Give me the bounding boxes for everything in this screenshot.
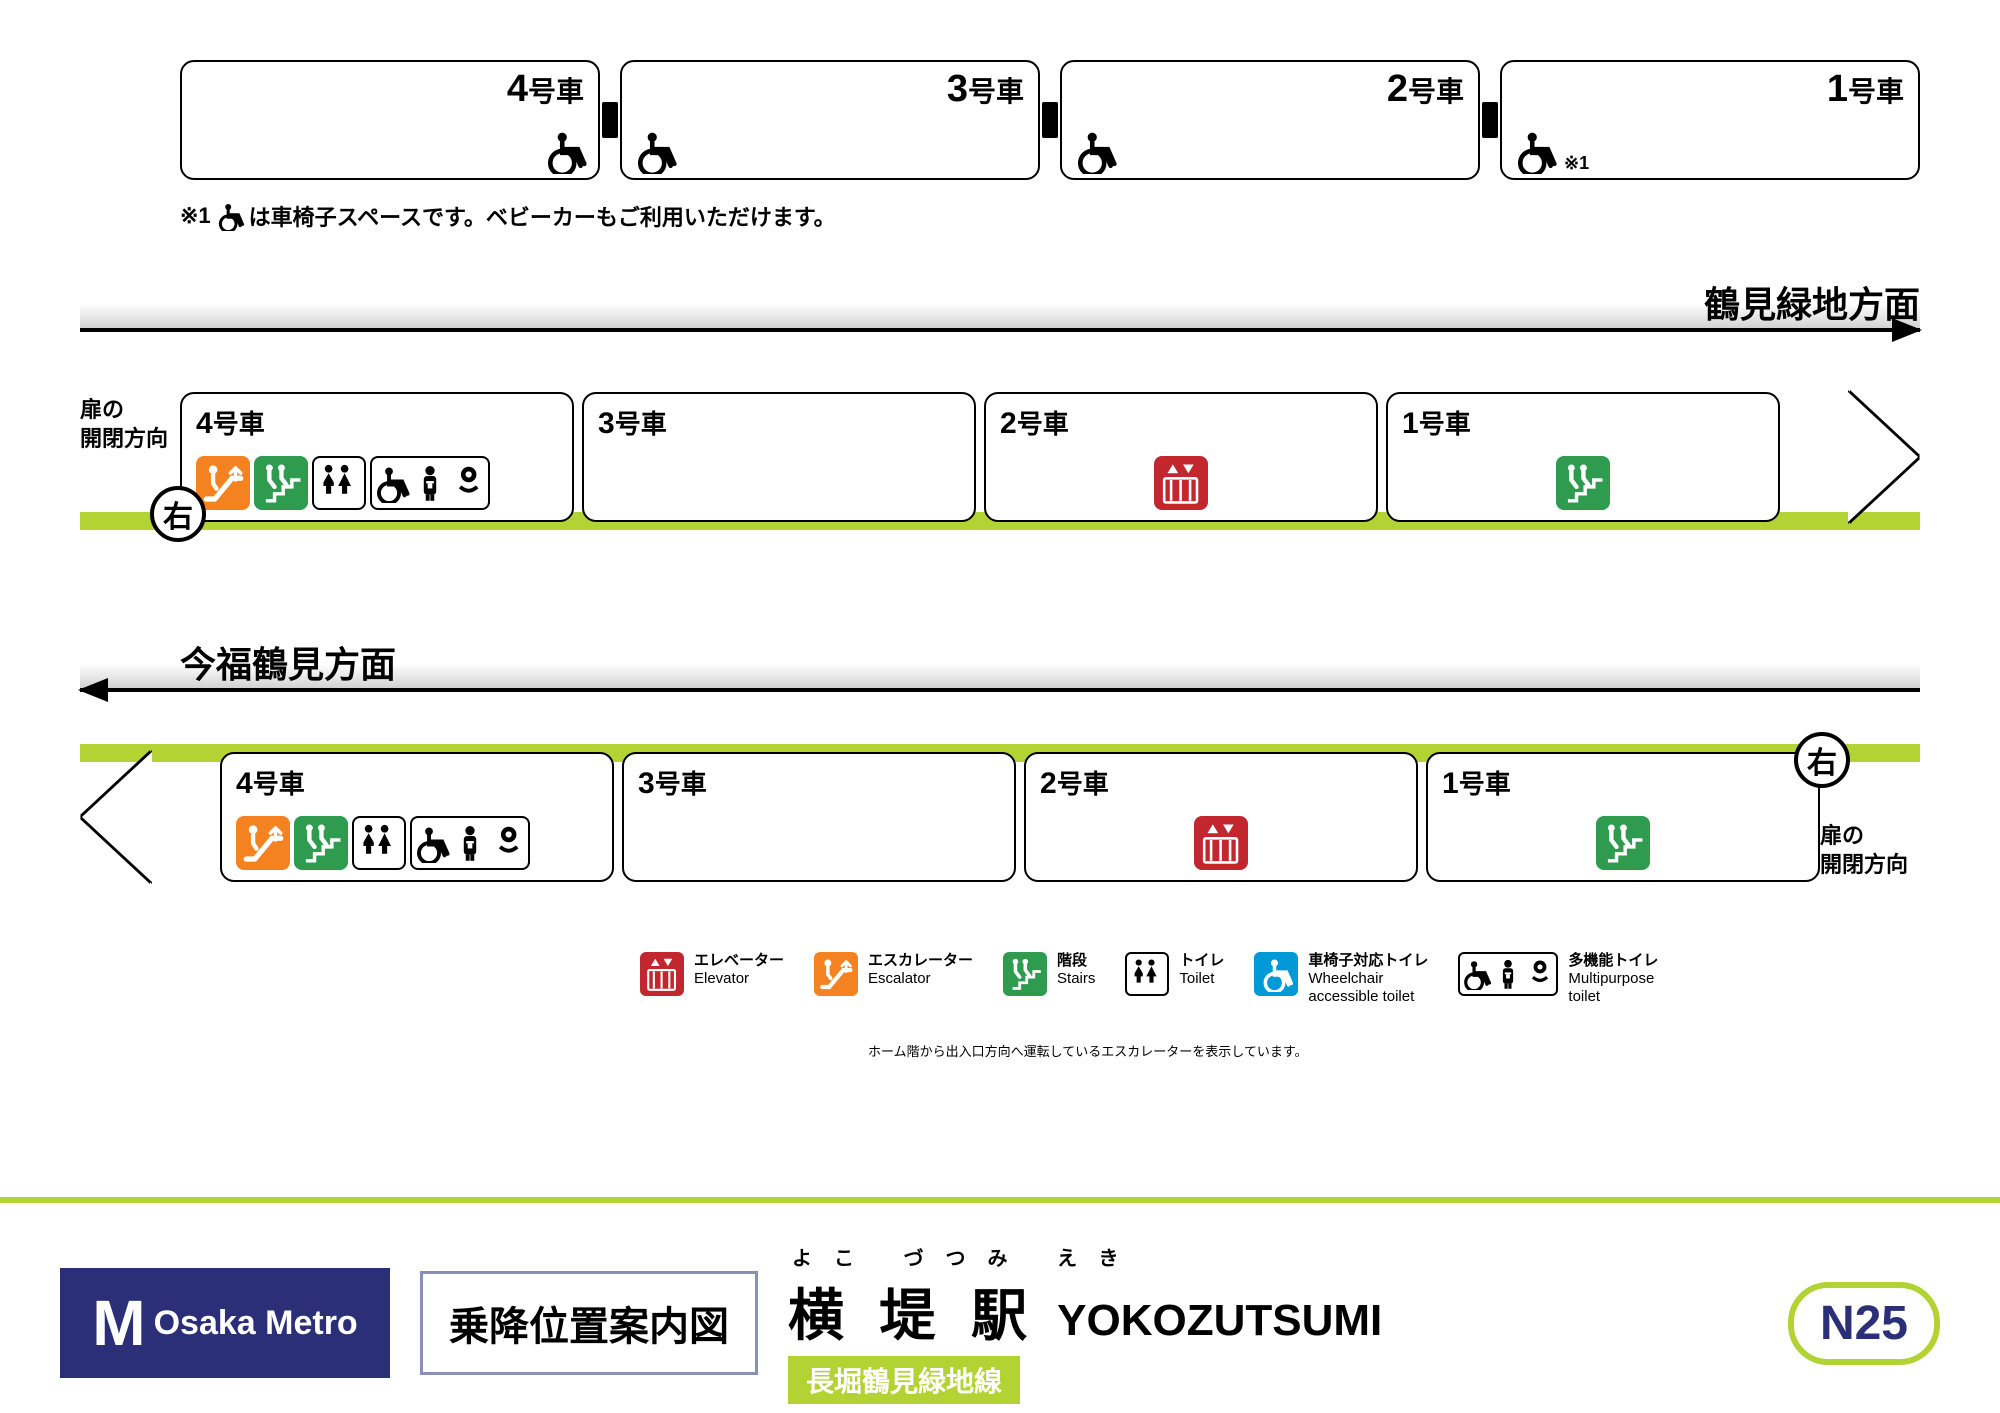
osaka-metro-logo: MOsaka Metro xyxy=(60,1268,390,1378)
divider xyxy=(0,1197,2000,1203)
footer: MOsaka Metro 乗降位置案内図 よこ づつみ えき 横 堤 駅 YOK… xyxy=(0,1233,2000,1413)
toilet-icon xyxy=(312,456,366,510)
platform-car: 1号車 xyxy=(1426,752,1820,882)
diagram-title-box: 乗降位置案内図 xyxy=(420,1271,758,1375)
multipurpose-toilet-icon xyxy=(410,816,530,870)
legend-item: 多機能トイレMultipurposetoilet xyxy=(1458,952,1658,1006)
line-name-badge: 長堀鶴見緑地線 xyxy=(788,1356,1020,1404)
legend-item: トイレToilet xyxy=(1125,952,1224,996)
train-consist: 4号車 3号車 2号車 1号車 ※1 xyxy=(180,60,1920,180)
toilet-icon xyxy=(1125,952,1169,996)
escalator-icon xyxy=(236,816,290,870)
door-side-badge: 右 xyxy=(150,486,206,542)
multipurpose-toilet-icon xyxy=(370,456,490,510)
wheelchair-icon xyxy=(1512,128,1558,174)
platform-row-2: 4号車 3号車 2号車 1号車 右 扉の開閉方向 xyxy=(80,752,1920,882)
stairs-icon xyxy=(1556,456,1610,510)
stairs-icon xyxy=(1596,816,1650,870)
platform-car: 2号車 xyxy=(1024,752,1418,882)
platform-car: 4号車 xyxy=(180,392,574,522)
multipurpose-toilet-icon xyxy=(1458,952,1558,996)
train-head-arrow xyxy=(1850,392,1920,522)
platform-car: 3号車 xyxy=(622,752,1016,882)
toilet-icon xyxy=(352,816,406,870)
stairs-icon xyxy=(254,456,308,510)
platform-row-1: 扉の開閉方向 右 4号車 3号車 2号車 1号車 xyxy=(80,392,1920,522)
legend-item: 車椅子対応トイレWheelchairaccessible toilet xyxy=(1254,952,1428,1006)
legend-item: エスカレーターEscalatorホーム階から出入口方向へ運転しているエスカレータ… xyxy=(814,952,973,996)
elevator-icon xyxy=(1194,816,1248,870)
escalator-icon xyxy=(814,952,858,996)
stairs-icon xyxy=(294,816,348,870)
direction-bar-2: 今福鶴見方面 xyxy=(80,642,1920,692)
wheelchair-icon xyxy=(632,128,678,174)
train-car: 2号車 xyxy=(1060,60,1480,180)
legend-item: エレベーターElevator xyxy=(640,952,784,996)
accessible-toilet-icon xyxy=(1254,952,1298,996)
stairs-icon xyxy=(1003,952,1047,996)
escalator-icon xyxy=(196,456,250,510)
legend: エレベーターElevator エスカレーターEscalatorホーム階から出入口… xyxy=(640,952,1920,1006)
station-name-block: よこ づつみ えき 横 堤 駅 YOKOZUTSUMI 長堀鶴見緑地線 xyxy=(788,1242,1382,1404)
train-car: 3号車 xyxy=(620,60,1040,180)
legend-item: 階段Stairs xyxy=(1003,952,1095,996)
platform-car: 2号車 xyxy=(984,392,1378,522)
station-number-badge: N25 xyxy=(1788,1282,1940,1365)
wheelchair-icon xyxy=(542,128,588,174)
wheelchair-note: ※1 は車椅子スペースです。ベビーカーもご利用いただけます。 xyxy=(180,200,1920,232)
elevator-icon xyxy=(1154,456,1208,510)
direction-bar-1: 鶴見緑地方面 xyxy=(80,282,1920,332)
platform-car: 3号車 xyxy=(582,392,976,522)
platform-car: 1号車 xyxy=(1386,392,1780,522)
train-car: 1号車 ※1 xyxy=(1500,60,1920,180)
platform-car: 4号車 xyxy=(220,752,614,882)
train-head-arrow xyxy=(80,752,150,882)
wheelchair-icon xyxy=(1072,128,1118,174)
door-side-badge: 右 xyxy=(1794,732,1850,788)
train-car: 4号車 xyxy=(180,60,600,180)
elevator-icon xyxy=(640,952,684,996)
